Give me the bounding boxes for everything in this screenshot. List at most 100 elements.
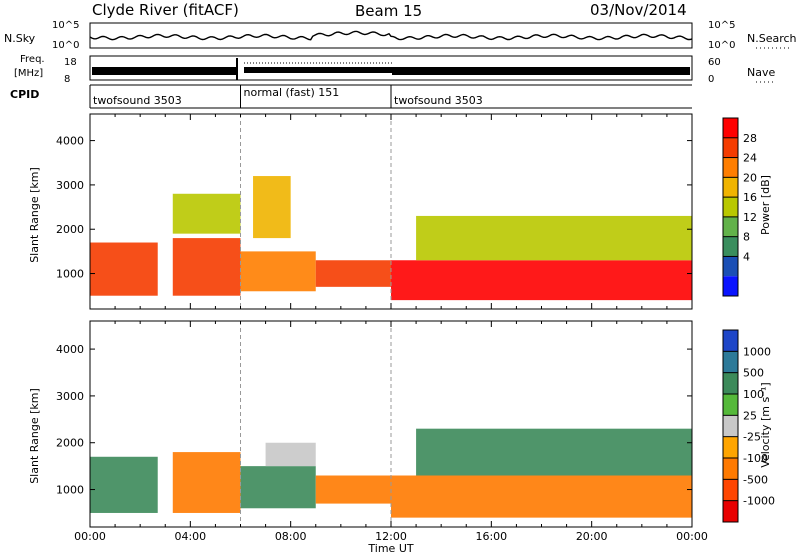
velocity-ytick-label: 1000 xyxy=(56,484,84,497)
power-ytick-label: 3000 xyxy=(56,179,84,192)
x-tick-label: 00:00 xyxy=(676,530,708,543)
velocity-colorbar-swatch xyxy=(723,436,738,458)
cpid-segment-label: twofsound 3503 xyxy=(93,94,182,107)
nsearch-tick-low: 10^0 xyxy=(708,40,735,51)
power-colorbar-tick-label: 24 xyxy=(743,152,757,165)
power-colorbar-swatch xyxy=(723,276,738,296)
velocity-region xyxy=(391,475,692,518)
power-colorbar-tick-label: 8 xyxy=(743,231,750,244)
cpid-label: CPID xyxy=(10,88,39,101)
freq-tick-low: 8 xyxy=(64,74,70,85)
power-colorbar-swatch xyxy=(723,256,738,277)
velocity-ytick-label: 3000 xyxy=(56,390,84,403)
power-region xyxy=(315,260,391,287)
velocity-colorbar-swatch xyxy=(723,394,738,416)
velocity-colorbar-tick-label: -500 xyxy=(743,473,768,486)
velocity-colorbar-swatch xyxy=(723,500,738,522)
x-tick-label: 04:00 xyxy=(174,530,206,543)
freq-label-line1: Freq. xyxy=(20,54,45,65)
nsky-label: N.Sky xyxy=(4,32,36,45)
velocity-ylabel: Slant Range [km] xyxy=(28,388,41,484)
velocity-colorbar-swatch xyxy=(723,415,738,437)
freq-block-3 xyxy=(392,67,690,75)
velocity-colorbar-tick-label: 1000 xyxy=(743,345,771,358)
power-colorbar-tick-label: 4 xyxy=(743,250,750,263)
x-tick-labels: 00:00 04:00 08:00 12:00 16:00 20:00 00:00 xyxy=(74,530,708,543)
freq-panel-frame xyxy=(89,55,693,81)
x-tick-label: 12:00 xyxy=(375,530,407,543)
velocity-colorbar-tick-label: 100 xyxy=(743,388,764,401)
nave-tick-high: 60 xyxy=(708,57,721,68)
power-region xyxy=(172,193,241,234)
station-title: Clyde River (fitACF) xyxy=(92,1,239,19)
velocity-colorbar-label: Velocity [m s⁻¹] xyxy=(759,382,772,467)
x-tick-label: 08:00 xyxy=(275,530,307,543)
velocity-region xyxy=(90,456,158,513)
power-region xyxy=(172,238,241,296)
power-colorbar-tick-label: 20 xyxy=(743,171,757,184)
velocity-ytick-label: 2000 xyxy=(56,437,84,450)
power-panel: 1000 2000 3000 4000 xyxy=(56,113,693,310)
power-ylabel: Slant Range [km] xyxy=(28,167,41,263)
power-ytick-label: 1000 xyxy=(56,268,84,281)
velocity-region xyxy=(172,452,241,513)
velocity-colorbar-tick-label: -1000 xyxy=(743,495,775,508)
power-colorbar-swatch xyxy=(723,137,738,158)
freq-tick-high: 18 xyxy=(64,57,77,68)
velocity-colorbar-swatch xyxy=(723,479,738,501)
cpid-segments: twofsound 3503 normal (fast) 151 twofsound… xyxy=(89,84,692,109)
power-colorbar-frame xyxy=(722,117,739,297)
power-region xyxy=(416,215,692,261)
power-region xyxy=(90,242,158,296)
velocity-region xyxy=(315,475,391,504)
x-tick-label: 16:00 xyxy=(475,530,507,543)
power-region xyxy=(391,260,692,301)
velocity-region xyxy=(265,442,316,467)
power-colorbar-swatch xyxy=(723,197,738,217)
power-colorbar-tick-label: 12 xyxy=(743,211,757,224)
nsky-tick-low: 10^0 xyxy=(52,40,79,51)
freq-block-2 xyxy=(244,67,392,73)
velocity-region xyxy=(416,428,692,476)
velocity-colorbar-tick-label: -25 xyxy=(743,431,761,444)
nave-label: Nave xyxy=(747,66,775,79)
velocity-region xyxy=(240,466,316,509)
power-colorbar-swatch xyxy=(723,236,738,257)
beam-title: Beam 15 xyxy=(355,2,422,20)
nsearch-tick-high: 10^5 xyxy=(708,20,735,31)
cpid-segment-label: twofsound 3503 xyxy=(394,94,483,107)
velocity-colorbar-swatch xyxy=(723,458,738,480)
velocity-colorbar-frame xyxy=(722,329,739,523)
x-tick-label: 20:00 xyxy=(576,530,608,543)
power-colorbar-tick-label: 16 xyxy=(743,191,757,204)
nsky-panel-frame xyxy=(89,22,693,49)
x-tick-label: 00:00 xyxy=(74,530,106,543)
date-title: 03/Nov/2014 xyxy=(590,1,687,19)
power-colorbar-swatch xyxy=(723,118,738,138)
nsky-tick-high: 10^5 xyxy=(52,20,79,31)
power-colorbar-tick-label: 28 xyxy=(743,132,757,145)
power-colorbar: 28 24 20 16 12 8 4 xyxy=(722,117,757,297)
power-colorbar-swatch xyxy=(723,216,738,237)
velocity-panel: 1000 2000 3000 4000 xyxy=(56,320,693,528)
cpid-segment-label: normal (fast) 151 xyxy=(244,86,340,99)
velocity-colorbar: 1000 500 100 25 -25 -100 -500 -1000 xyxy=(722,329,775,523)
power-ytick-label: 2000 xyxy=(56,223,84,236)
time-xlabel: Time UT xyxy=(367,542,413,554)
velocity-colorbar-tick-label: 25 xyxy=(743,409,757,422)
power-colorbar-label: Power [dB] xyxy=(759,175,772,235)
power-region xyxy=(253,176,291,239)
velocity-ytick-label: 4000 xyxy=(56,343,84,356)
power-colorbar-swatch xyxy=(723,157,738,178)
velocity-colorbar-swatch xyxy=(723,351,738,373)
nsearch-label: N.Search xyxy=(747,32,797,45)
velocity-colorbar-tick-label: 500 xyxy=(743,367,764,380)
power-colorbar-swatch xyxy=(723,177,738,198)
freq-block-1 xyxy=(92,67,236,75)
velocity-colorbar-swatch xyxy=(723,330,738,352)
power-region xyxy=(240,251,316,292)
freq-label-line2: [MHz] xyxy=(14,68,43,79)
nave-tick-low: 0 xyxy=(708,74,714,85)
velocity-colorbar-swatch xyxy=(723,372,738,394)
